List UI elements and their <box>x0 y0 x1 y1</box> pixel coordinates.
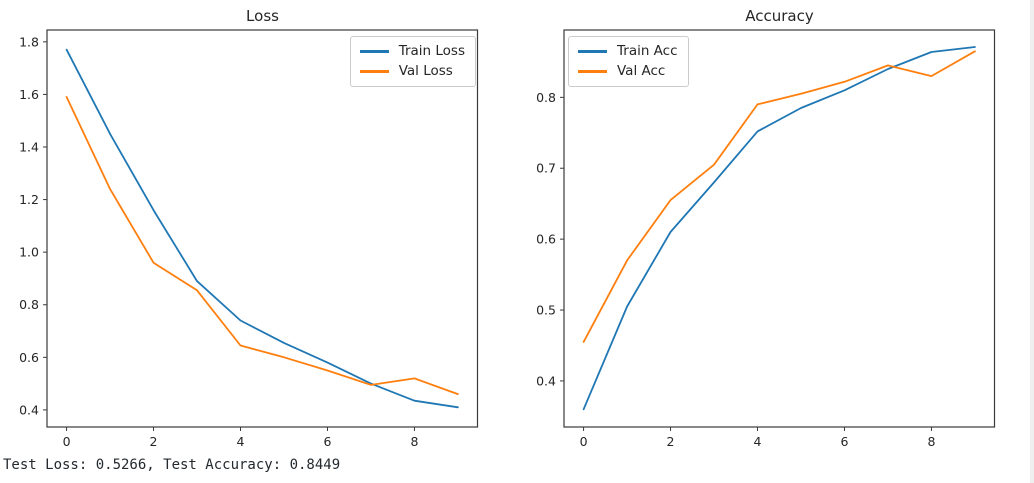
accuracy-title: Accuracy <box>745 7 814 25</box>
axes-frame <box>46 29 479 428</box>
y-tick-label: 1.4 <box>19 139 39 154</box>
y-tick-label: 0.5 <box>536 303 556 318</box>
y-tick-label: 0.8 <box>19 297 39 312</box>
train-loss-line <box>65 48 459 409</box>
val-loss-line <box>65 96 459 396</box>
legend-item-val-loss: Val Loss <box>359 63 465 79</box>
loss-title: Loss <box>246 7 279 25</box>
val-loss-swatch <box>359 69 389 73</box>
x-tick-label: 8 <box>927 434 935 449</box>
y-tick-label: 0.7 <box>536 161 556 176</box>
x-tick-label: 6 <box>841 434 849 449</box>
loss-legend: Train Loss Val Loss <box>349 36 476 87</box>
y-tick-label: 0.6 <box>19 350 39 365</box>
val-acc-swatch <box>578 69 607 73</box>
axes-frame <box>563 29 996 428</box>
val-acc-label: Val Acc <box>617 63 666 79</box>
legend-item-train-acc: Train Acc <box>578 43 678 59</box>
y-tick-label: 1.2 <box>19 192 39 207</box>
x-tick-label: 8 <box>410 434 418 449</box>
legend-item-val-acc: Val Acc <box>578 63 678 79</box>
x-tick-label: 2 <box>150 434 158 449</box>
charts-row: Loss 0 2 4 6 8 0.4 0.6 0.8 1.0 1.2 1.4 1.6 1.8 Train… <box>0 0 1034 455</box>
y-tick-label: 1.6 <box>19 87 39 102</box>
chart-panel-accuracy: Accuracy 0 2 4 6 8 0.4 0.5 0.6 0.7 0.8 Train Acc … <box>517 0 1034 455</box>
x-tick-label: 6 <box>324 434 332 449</box>
y-tick-label: 1.8 <box>19 34 39 49</box>
legend-item-train-loss: Train Loss <box>359 43 465 59</box>
train-acc-line <box>582 46 976 411</box>
train-loss-swatch <box>359 49 389 53</box>
train-loss-label: Train Loss <box>398 43 465 59</box>
val-acc-line <box>582 50 976 343</box>
y-tick-label: 1.0 <box>19 245 39 260</box>
train-acc-swatch <box>578 49 607 53</box>
x-tick-label: 2 <box>667 434 675 449</box>
x-tick-label: 4 <box>237 434 245 449</box>
val-loss-label: Val Loss <box>398 63 453 79</box>
window-edge-strip <box>1030 0 1034 483</box>
y-tick-label: 0.8 <box>536 90 556 105</box>
accuracy-line-chart: 0 2 4 6 8 0.4 0.5 0.6 0.7 0.8 <box>536 29 996 449</box>
accuracy-legend: Train Acc Val Acc <box>568 36 689 87</box>
chart-panel-loss: Loss 0 2 4 6 8 0.4 0.6 0.8 1.0 1.2 1.4 1.6 1.8 Train… <box>0 0 517 455</box>
y-tick-label: 0.6 <box>536 232 556 247</box>
x-tick-label: 4 <box>754 434 762 449</box>
y-tick-label: 0.4 <box>536 373 556 388</box>
x-tick-label: 0 <box>63 434 71 449</box>
test-metrics-text: Test Loss: 0.5266, Test Accuracy: 0.8449 <box>3 457 341 473</box>
y-tick-label: 0.4 <box>19 402 39 417</box>
loss-line-chart: 0 2 4 6 8 0.4 0.6 0.8 1.0 1.2 1.4 1.6 1.8 <box>19 29 479 449</box>
x-tick-label: 0 <box>580 434 588 449</box>
train-acc-label: Train Acc <box>617 43 678 59</box>
